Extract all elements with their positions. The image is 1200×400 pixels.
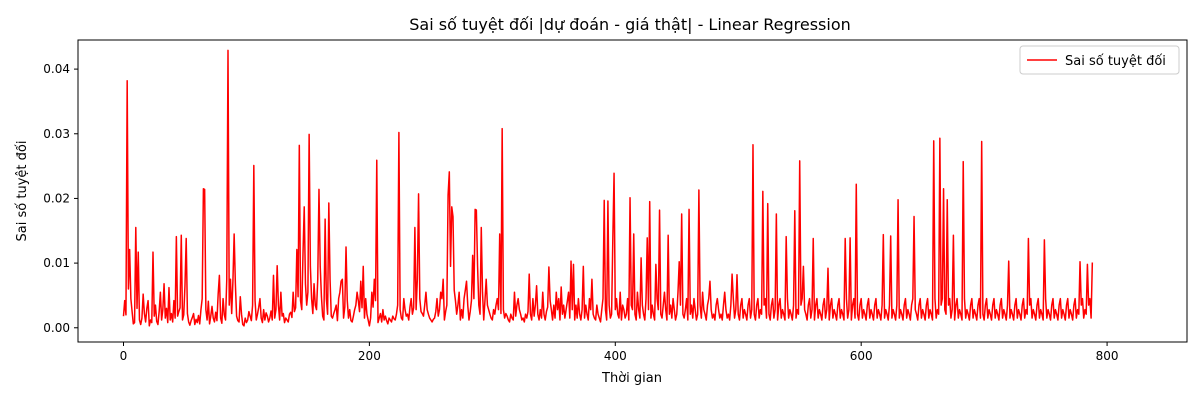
plot-area: 0 200 400 600 800 0.00 0.01 0.02 0.03 0.04 [43, 39, 1188, 363]
legend-box [1019, 45, 1180, 75]
x-tick-label: 600 [850, 349, 873, 363]
y-tick-label: 0.04 [43, 62, 70, 76]
series-line [122, 49, 1094, 327]
x-tick-label: 200 [358, 349, 381, 363]
y-axis-title: Sai số tuyệt đối [15, 141, 30, 242]
x-tick-label: 400 [604, 349, 627, 363]
legend: Sai số tuyệt đối [1019, 45, 1180, 75]
legend-label: Sai số tuyệt đối [1065, 54, 1166, 69]
y-axis: 0.00 0.01 0.02 0.03 0.04 [43, 62, 78, 335]
x-axis-title: Thời gian [601, 371, 662, 386]
x-tick-label: 0 [120, 349, 128, 363]
chart-title: Sai số tuyệt đối |dự đoán - giá thật| - … [409, 15, 851, 34]
y-tick-label: 0.03 [43, 127, 70, 141]
x-tick-label: 800 [1096, 349, 1119, 363]
x-axis: 0 200 400 600 800 [120, 342, 1119, 363]
y-tick-label: 0.00 [43, 321, 70, 335]
y-tick-label: 0.02 [43, 191, 70, 205]
y-tick-label: 0.01 [43, 256, 70, 270]
